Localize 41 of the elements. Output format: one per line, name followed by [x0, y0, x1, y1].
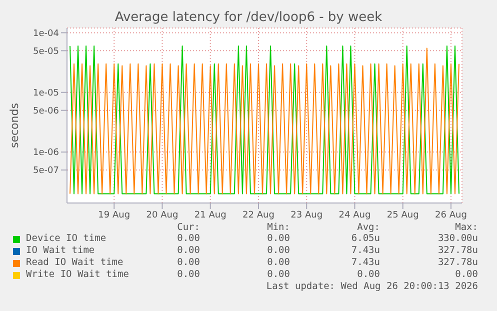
- x-tick-label: 24 Aug: [338, 210, 371, 220]
- y-tick-label: 1e-05: [33, 88, 59, 99]
- y-tick-label: 5e-07: [33, 166, 59, 176]
- text: 0.00: [177, 257, 200, 268]
- text: 0.00: [267, 269, 290, 280]
- y-tick-label: 1e-04: [33, 28, 60, 39]
- text: 7.43u: [351, 257, 380, 268]
- x-tick-label: 21 Aug: [194, 210, 226, 220]
- text: 6.05u: [351, 233, 380, 244]
- y-axis-title: seconds: [8, 102, 20, 148]
- text: 330.00u: [438, 233, 478, 244]
- x-tick-label: 23 Aug: [290, 210, 323, 220]
- text: 327.78u: [438, 257, 478, 268]
- legend-label: Device IO time: [26, 233, 106, 244]
- legend-label: IO Wait time: [26, 245, 95, 256]
- text: 0.00: [267, 233, 290, 244]
- text: Max:: [455, 222, 478, 233]
- text: Last update: Wed Aug 26 20:00:13 2026: [266, 281, 478, 292]
- x-tick-label: 25 Aug: [386, 210, 419, 220]
- y-tick-label: 5e-05: [33, 46, 59, 57]
- text: 0.00: [357, 269, 380, 280]
- text: 7.43u: [351, 245, 380, 256]
- text: 0.00: [267, 245, 290, 256]
- text: 0.00: [177, 245, 200, 256]
- text: Min:: [267, 222, 290, 233]
- text: 0.00: [177, 269, 200, 280]
- legend-label: Read IO Wait time: [26, 257, 124, 268]
- text: Avg:: [357, 222, 380, 233]
- x-tick-label: 20 Aug: [146, 210, 178, 220]
- text: 0.00: [177, 233, 200, 244]
- chart-title: Average latency for /dev/loop6 - by week: [114, 10, 384, 25]
- x-tick-label: 22 Aug: [242, 210, 274, 220]
- text: 0.00: [267, 257, 290, 268]
- y-tick-label: 1e-06: [33, 148, 60, 158]
- x-tick-label: 19 Aug: [98, 210, 130, 220]
- text: 327.78u: [438, 245, 478, 256]
- text: 0.00: [455, 269, 478, 280]
- y-tick-label: 5e-06: [33, 106, 60, 117]
- legend-label: Write IO Wait time: [26, 269, 129, 280]
- x-tick-label: 26 Aug: [435, 210, 467, 220]
- text: Cur:: [177, 222, 200, 233]
